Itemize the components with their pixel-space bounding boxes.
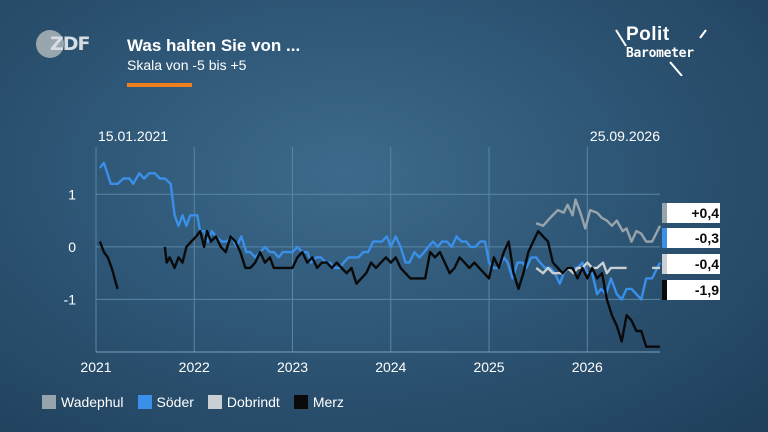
- end-badge-color-bar: [662, 228, 667, 248]
- title-accent-rule: [127, 83, 192, 87]
- end-badge-color-bar: [662, 203, 667, 223]
- legend-item-wadephul: Wadephul: [42, 394, 124, 410]
- legend: Wadephul Söder Dobrindt Merz: [42, 394, 348, 410]
- end-date-label: 25.09.2026: [590, 128, 660, 144]
- legend-item-dobrindt: Dobrindt: [207, 394, 280, 410]
- series-line-söder: [98, 161, 662, 301]
- x-tick-label-2026: 2026: [572, 359, 603, 375]
- chart-grid: [95, 147, 660, 352]
- legend-label-soeder: Söder: [156, 394, 194, 410]
- end-badge-wadephul: +0,4: [662, 203, 720, 223]
- chart-title: Was halten Sie von ...: [127, 36, 301, 55]
- end-badge-value: -1,9: [694, 282, 719, 298]
- x-tick-label-2021: 2021: [80, 359, 111, 375]
- legend-swatch-wadephul: [42, 395, 56, 409]
- legend-swatch-merz: [293, 395, 308, 409]
- legend-label-merz: Merz: [312, 394, 344, 410]
- end-badge-merz: -1,9: [662, 280, 720, 300]
- brand-barometer: Barometer: [626, 46, 694, 61]
- y-tick-label-0: 0: [68, 239, 76, 255]
- start-date-label: 15.01.2021: [98, 128, 168, 144]
- x-tick-label-2023: 2023: [277, 359, 308, 375]
- zdf-logo: ZDF: [36, 30, 91, 60]
- end-badge-color-bar: [662, 280, 667, 300]
- y-tick-label--1: -1: [64, 291, 77, 307]
- end-badge-söder: -0,3: [662, 228, 720, 248]
- chart-lines: [98, 161, 662, 348]
- y-tick-label-1: 1: [68, 186, 76, 202]
- x-tick-label-2024: 2024: [375, 359, 406, 375]
- legend-label-wadephul: Wadephul: [61, 394, 124, 410]
- end-badge-value: +0,4: [691, 205, 719, 221]
- x-tick-label-2025: 2025: [473, 359, 504, 375]
- chart-subtitle: Skala von -5 bis +5: [127, 57, 247, 73]
- politbarometer-logo-icon: [615, 29, 707, 76]
- legend-item-merz: Merz: [293, 394, 344, 410]
- end-badge-value: -0,3: [694, 230, 719, 246]
- series-line-merz: [98, 229, 660, 348]
- chart-axes: 2021 2022 2023 2024 2025 2026 1 0 -1 15.01.2021 25…: [64, 128, 661, 375]
- zdf-logo-text: ZDF: [50, 33, 91, 55]
- end-badge-color-bar: [662, 254, 667, 274]
- series-line-wadephul: [535, 198, 662, 243]
- legend-label-dobrindt: Dobrindt: [226, 394, 280, 410]
- brand-polit: Polit: [626, 24, 670, 45]
- legend-swatch-soeder: [137, 395, 152, 409]
- end-badge-value: -0,4: [694, 256, 719, 272]
- legend-swatch-dobrindt: [207, 395, 222, 409]
- legend-item-soeder: Söder: [137, 394, 194, 410]
- x-tick-label-2022: 2022: [179, 359, 210, 375]
- end-badge-dobrindt: -0,4: [662, 254, 720, 274]
